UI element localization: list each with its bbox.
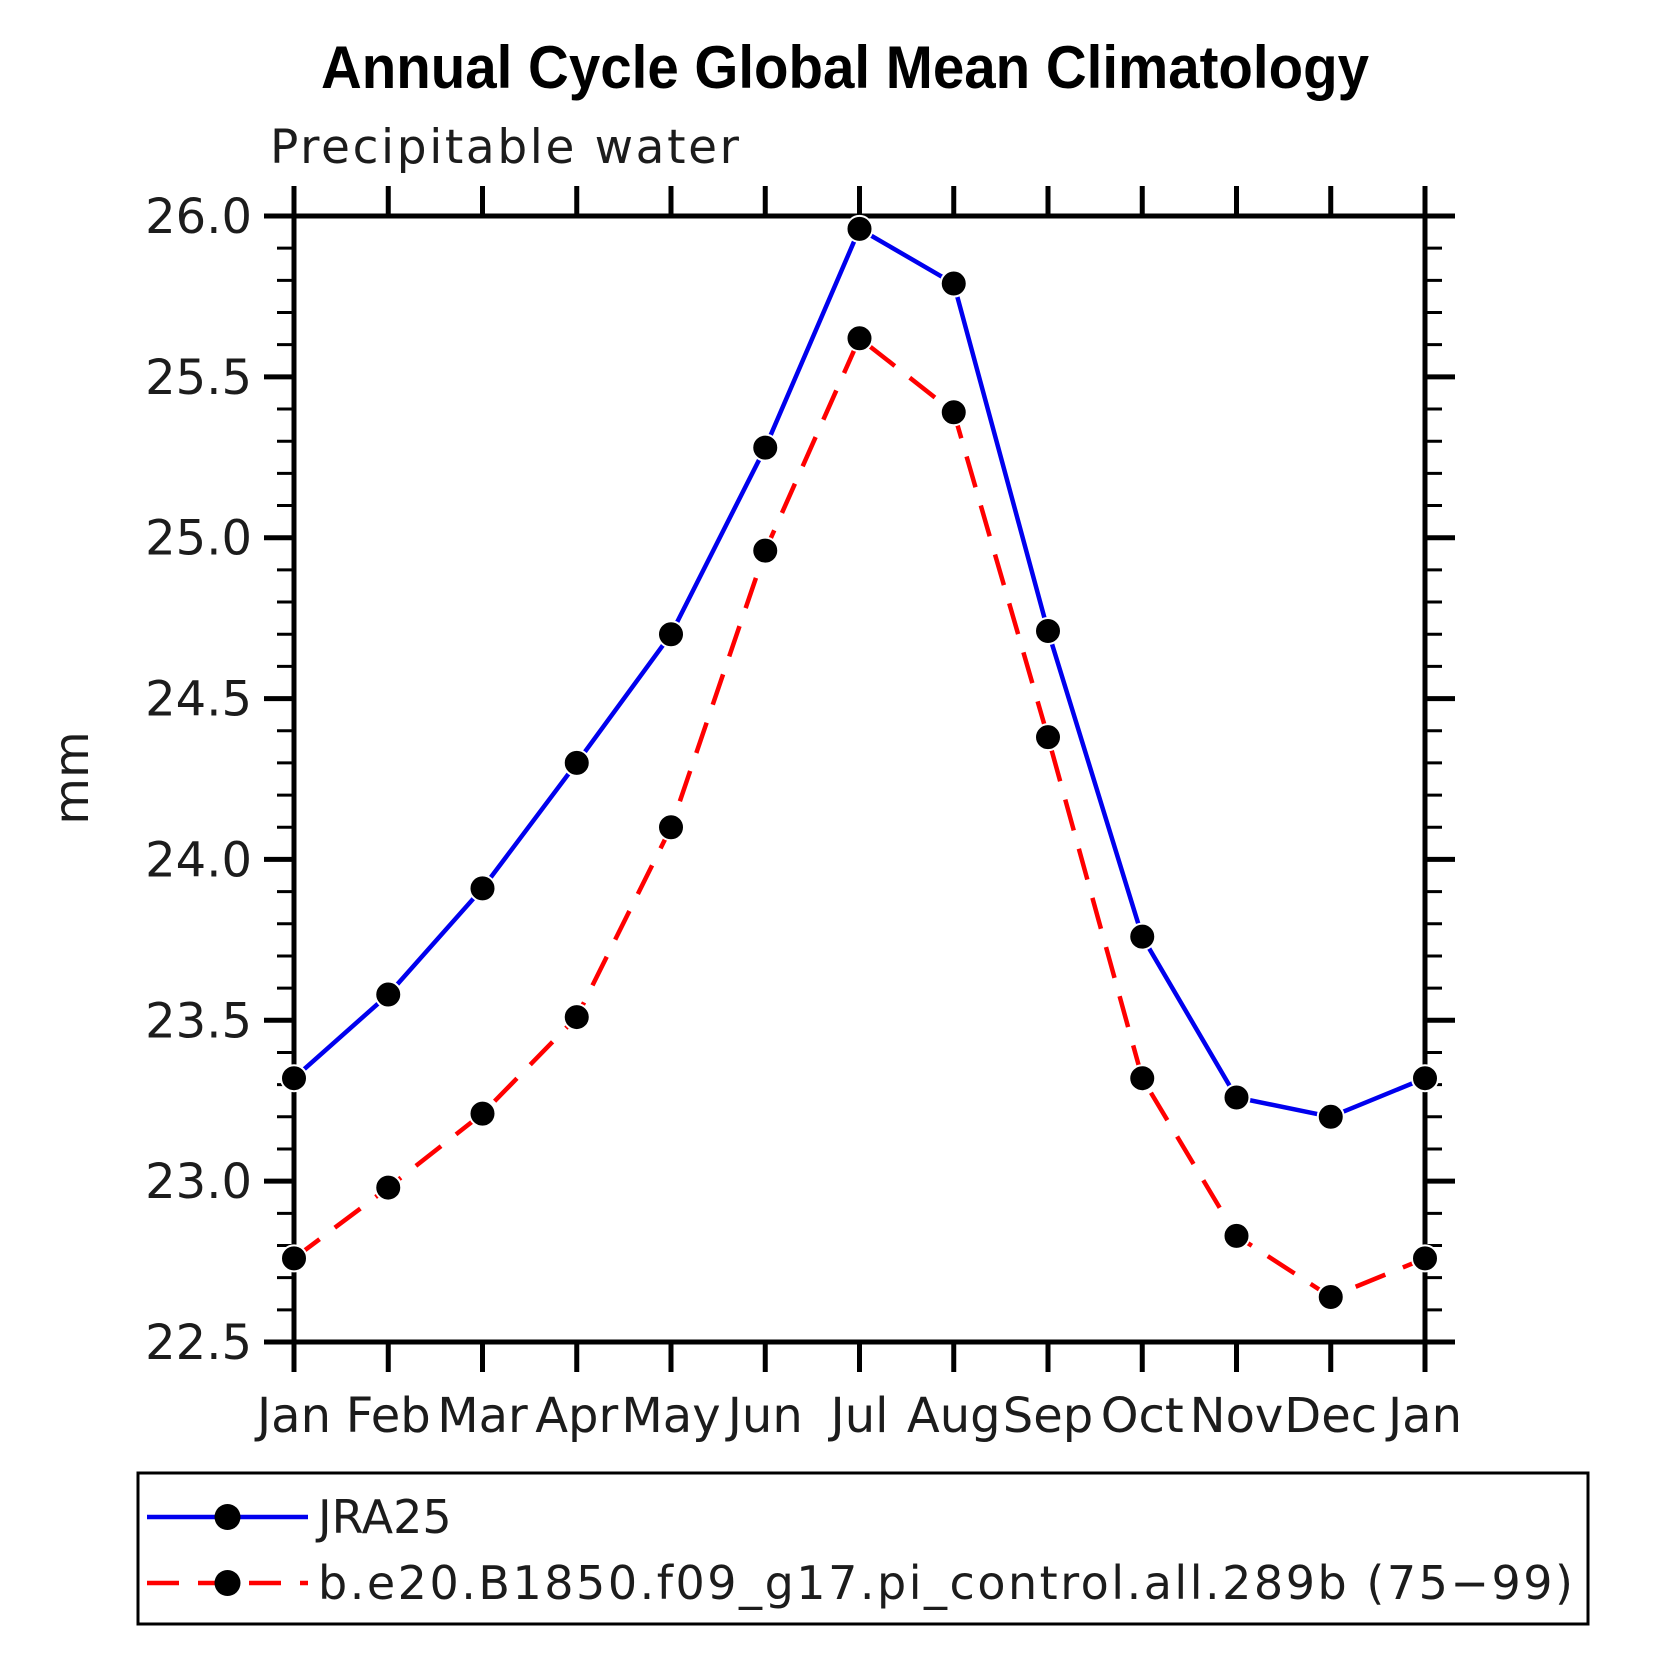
data-point-marker [374,1173,403,1202]
series-line [292,225,1426,1120]
data-point-marker [1222,1083,1251,1112]
y-tick-label: 24.5 [145,672,252,728]
y-tick-label: 25.0 [145,511,252,567]
data-point-marker [468,1099,497,1128]
axes-group [264,186,1455,1372]
legend-label: JRA25 [315,1490,452,1544]
legend-box [136,1471,1590,1626]
data-point-marker [280,1064,308,1093]
chart-title: Annual Cycle Global Mean Climatology [321,34,1370,101]
x-tick-label: Apr [535,1388,618,1444]
legend-marker [214,1504,241,1530]
y-tick-label: 22.5 [145,1315,252,1371]
legend-marker [214,1570,241,1596]
x-tick-label: Jul [828,1388,889,1444]
x-tick-label: Dec [1284,1388,1377,1444]
y-tick-label: 25.5 [145,350,252,406]
legend-label: b.e20.B1850.f09_g17.pi_control.all.289b … [318,1556,1573,1610]
data-point-marker [1128,1064,1157,1093]
x-tick-label: Jan [1385,1388,1462,1444]
data-point-marker [1034,617,1062,646]
series-group [280,214,1439,1311]
chart-subtitle: Precipitable water [270,120,740,175]
data-point-marker [1316,1102,1345,1131]
data-point-marker [562,1003,591,1032]
data-point-marker [751,536,780,565]
data-point-marker [562,748,591,777]
data-point-marker [468,874,497,903]
y-tick-label: 24.0 [145,832,252,888]
data-point-marker [280,1244,308,1273]
x-tick-label: Aug [907,1388,1001,1444]
x-tick-label: Oct [1101,1388,1184,1444]
data-point-marker [1222,1221,1251,1250]
data-point-marker [845,214,874,243]
x-tick-label: Sep [1003,1388,1093,1444]
data-point-marker [939,269,968,298]
data-point-marker [845,324,874,353]
x-tick-label: Nov [1190,1388,1284,1444]
data-point-marker [1316,1282,1345,1311]
x-tick-label: Feb [346,1388,431,1444]
x-tick-label: May [621,1388,720,1444]
data-point-marker [1411,1064,1439,1093]
data-point-marker [657,813,685,842]
y-axis-label: mm [44,731,100,825]
y-tick-label: 26.0 [145,189,252,245]
x-tick-label: Mar [437,1388,528,1444]
legend-group: JRA25 b.e20.B1850.f09_g17.pi_control.all.… [136,1471,1590,1626]
data-point-marker [751,433,780,462]
y-tick-label: 23.5 [145,993,252,1049]
data-point-marker [657,620,685,649]
data-point-marker [1034,723,1062,752]
data-point-marker [1411,1244,1439,1273]
data-point-marker [1128,922,1157,951]
data-point-marker [939,398,968,427]
data-point-marker [374,980,403,1009]
x-tick-label: Jan [254,1388,331,1444]
series-line [292,334,1426,1300]
x-tick-label: Jun [725,1388,803,1444]
y-tick-label: 23.0 [145,1154,252,1210]
axis-frame [291,213,1428,1345]
